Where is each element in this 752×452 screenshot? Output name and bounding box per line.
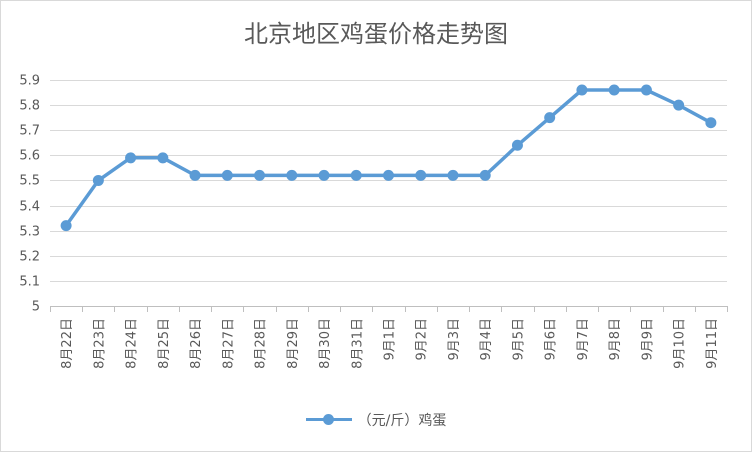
data-point bbox=[479, 169, 491, 181]
data-point bbox=[92, 174, 104, 186]
y-tick-label: 5.1 bbox=[19, 275, 40, 290]
data-point bbox=[576, 84, 588, 96]
x-tick-label: 9月9日 bbox=[640, 318, 655, 361]
data-point bbox=[157, 152, 169, 164]
x-tick-label: 9月3日 bbox=[447, 318, 462, 361]
x-tick-label: 9月5日 bbox=[511, 318, 526, 361]
x-tick-label: 8月31日 bbox=[350, 318, 365, 369]
x-tick-label: 9月8日 bbox=[608, 318, 623, 361]
legend: （元/斤）鸡蛋 bbox=[0, 410, 752, 430]
chart-title: 北京地区鸡蛋价格走势图 bbox=[244, 20, 508, 48]
gridlines bbox=[50, 80, 727, 307]
x-tick-label: 8月30日 bbox=[318, 318, 333, 369]
x-axis-ticks: 8月22日 8月23日 8月24日 8月25日 8月26日 8月27日 8月28日 8月29日… bbox=[50, 306, 728, 369]
y-tick-label: 5.8 bbox=[19, 99, 40, 114]
data-point bbox=[125, 152, 137, 164]
x-tick-label: 9月11日 bbox=[705, 318, 720, 369]
y-tick-label: 5 bbox=[32, 300, 40, 315]
x-tick-label: 9月6日 bbox=[544, 318, 559, 361]
y-tick-label: 5.9 bbox=[19, 74, 40, 89]
y-tick-label: 5.2 bbox=[19, 250, 40, 265]
data-point bbox=[221, 169, 233, 181]
data-point bbox=[705, 117, 717, 129]
series-layer bbox=[60, 84, 717, 232]
data-point bbox=[640, 84, 652, 96]
x-tick-label: 8月23日 bbox=[92, 318, 107, 369]
y-tick-label: 5.3 bbox=[19, 225, 40, 240]
legend-marker bbox=[322, 414, 334, 425]
y-axis-ticks: 5 5.1 5.2 5.3 5.4 5.5 5.6 5.7 5.8 5.9 bbox=[19, 74, 40, 315]
data-point bbox=[544, 112, 556, 124]
data-point bbox=[189, 169, 201, 181]
x-tick-label: 8月22日 bbox=[60, 318, 75, 369]
data-point bbox=[286, 169, 298, 181]
data-point bbox=[415, 169, 427, 181]
x-tick-label: 8月25日 bbox=[157, 318, 172, 369]
x-tick-label: 8月26日 bbox=[189, 318, 204, 369]
x-tick-label: 8月29日 bbox=[286, 318, 301, 369]
x-tick-label: 9月1日 bbox=[383, 318, 398, 361]
x-tick-label: 9月2日 bbox=[415, 318, 430, 361]
y-tick-label: 5.6 bbox=[19, 149, 40, 164]
x-tick-label: 9月4日 bbox=[479, 318, 494, 361]
data-point bbox=[447, 169, 459, 181]
y-tick-label: 5.7 bbox=[19, 124, 40, 139]
data-point bbox=[511, 139, 523, 151]
x-tick-label: 8月24日 bbox=[125, 318, 140, 369]
data-point bbox=[608, 84, 620, 96]
x-tick-label: 9月7日 bbox=[576, 318, 591, 361]
y-tick-label: 5.5 bbox=[19, 174, 40, 189]
data-point bbox=[673, 99, 685, 111]
data-point bbox=[383, 169, 394, 181]
legend-label: （元/斤）鸡蛋 bbox=[357, 413, 447, 429]
legend-swatch bbox=[305, 413, 352, 427]
data-point bbox=[350, 169, 362, 181]
y-tick-label: 5.4 bbox=[19, 200, 40, 215]
x-tick-label: 9月10日 bbox=[673, 318, 688, 369]
x-tick-label: 8月28日 bbox=[254, 318, 269, 369]
data-point bbox=[318, 169, 330, 181]
data-point bbox=[60, 220, 72, 232]
data-point bbox=[254, 169, 266, 181]
x-tick-label: 8月27日 bbox=[221, 318, 236, 369]
